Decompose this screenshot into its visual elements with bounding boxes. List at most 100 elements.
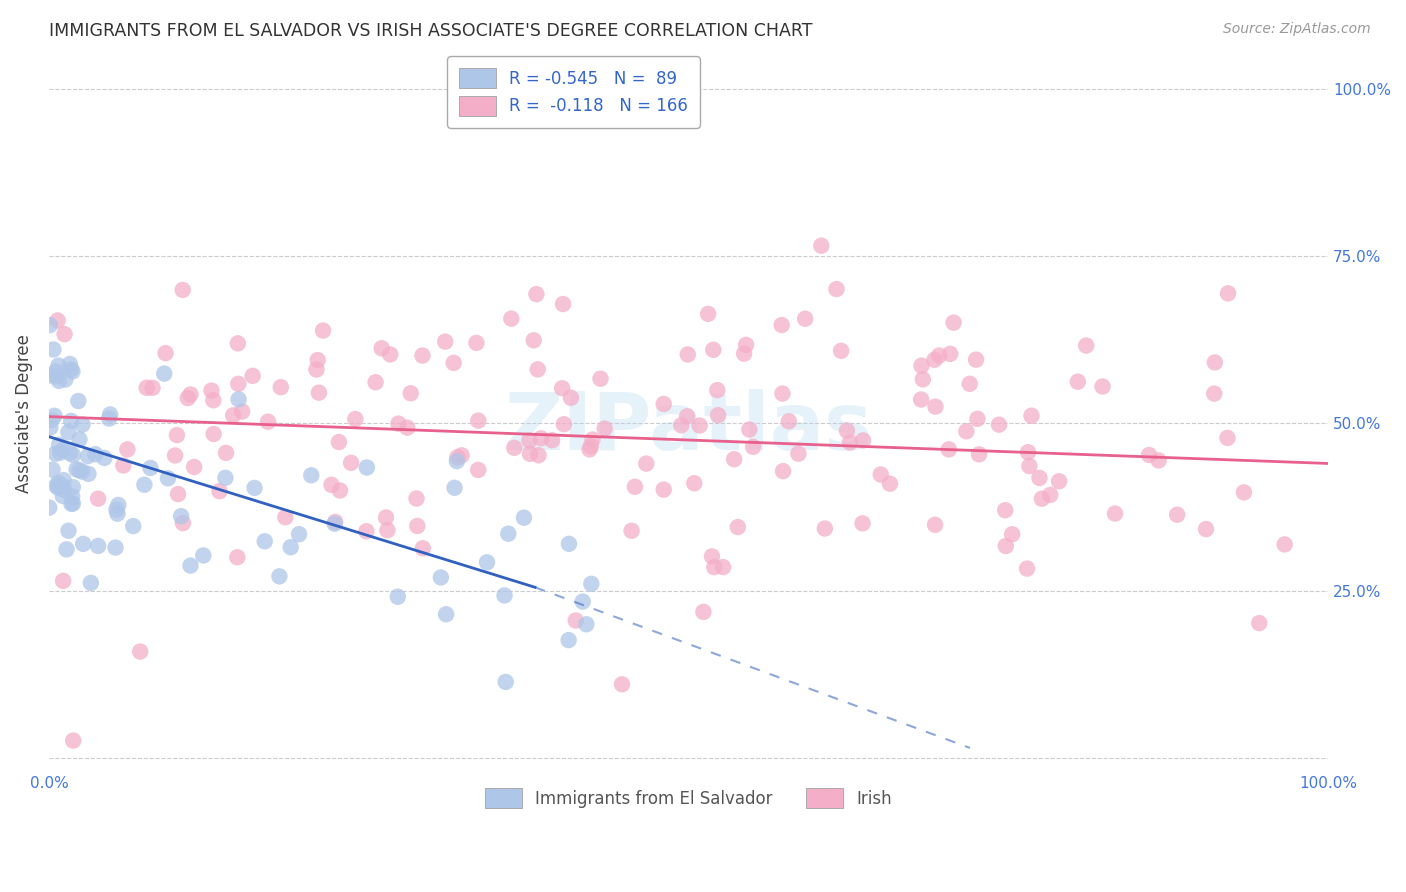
Point <box>924 517 946 532</box>
Point <box>387 417 409 431</box>
Point <box>411 349 433 363</box>
Point <box>226 376 249 391</box>
Point <box>527 448 550 462</box>
Point <box>323 516 346 531</box>
Point <box>959 376 981 391</box>
Point <box>299 468 322 483</box>
Point <box>45 479 67 493</box>
Point <box>624 480 647 494</box>
Point <box>565 614 588 628</box>
Point <box>851 516 873 531</box>
Point <box>683 476 706 491</box>
Point <box>42 343 65 357</box>
Point <box>557 633 579 648</box>
Point <box>226 336 249 351</box>
Point <box>938 442 960 457</box>
Point <box>38 318 60 332</box>
Point <box>1274 537 1296 551</box>
Point <box>530 431 553 445</box>
Point <box>104 541 127 555</box>
Point <box>526 362 548 376</box>
Point <box>581 577 603 591</box>
Point <box>412 541 434 556</box>
Point <box>911 372 934 386</box>
Point <box>87 491 110 506</box>
Point <box>742 440 765 454</box>
Point <box>170 509 193 524</box>
Point <box>280 540 302 554</box>
Point <box>838 435 860 450</box>
Text: ZIPatlas: ZIPatlas <box>505 389 873 467</box>
Point <box>242 368 264 383</box>
Point <box>305 362 328 376</box>
Point <box>208 484 231 499</box>
Point <box>52 473 75 487</box>
Point <box>72 537 94 551</box>
Point <box>560 391 582 405</box>
Point <box>323 515 346 529</box>
Point <box>446 454 468 468</box>
Point <box>141 381 163 395</box>
Point <box>46 480 69 494</box>
Point <box>58 524 80 538</box>
Point <box>910 359 932 373</box>
Point <box>988 417 1011 432</box>
Point <box>1028 471 1050 485</box>
Point <box>202 393 225 408</box>
Point <box>135 381 157 395</box>
Point <box>676 409 699 424</box>
Point <box>707 408 730 422</box>
Point <box>307 353 329 368</box>
Point <box>910 392 932 407</box>
Point <box>58 425 80 439</box>
Point <box>869 467 891 482</box>
Point <box>183 460 205 475</box>
Point <box>494 589 516 603</box>
Point <box>503 441 526 455</box>
Point <box>62 496 84 510</box>
Point <box>994 539 1017 553</box>
Point <box>375 510 398 524</box>
Point <box>581 433 603 447</box>
Point <box>676 347 699 361</box>
Legend: Immigrants from El Salvador, Irish: Immigrants from El Salvador, Irish <box>477 780 900 817</box>
Point <box>321 478 343 492</box>
Point <box>38 368 60 383</box>
Point <box>155 346 177 360</box>
Point <box>1017 445 1039 459</box>
Point <box>62 733 84 747</box>
Point <box>77 467 100 481</box>
Point <box>825 282 848 296</box>
Point <box>711 560 734 574</box>
Point <box>172 283 194 297</box>
Point <box>770 318 793 332</box>
Point <box>636 457 658 471</box>
Point <box>122 519 145 533</box>
Point <box>1204 355 1226 369</box>
Point <box>60 414 83 428</box>
Point <box>60 362 83 376</box>
Point <box>107 507 129 521</box>
Point <box>498 526 520 541</box>
Point <box>60 489 83 503</box>
Point <box>697 307 720 321</box>
Point <box>38 500 60 515</box>
Point <box>778 414 800 428</box>
Point <box>177 391 200 405</box>
Point <box>274 510 297 524</box>
Point <box>772 464 794 478</box>
Point <box>49 445 72 459</box>
Point <box>1001 527 1024 541</box>
Point <box>519 447 541 461</box>
Point <box>200 384 222 398</box>
Point <box>1249 616 1271 631</box>
Point <box>1233 485 1256 500</box>
Point <box>139 461 162 475</box>
Point <box>193 549 215 563</box>
Point <box>46 476 69 491</box>
Point <box>48 438 70 452</box>
Point <box>1216 286 1239 301</box>
Point <box>1091 379 1114 393</box>
Point <box>270 380 292 394</box>
Point <box>202 426 225 441</box>
